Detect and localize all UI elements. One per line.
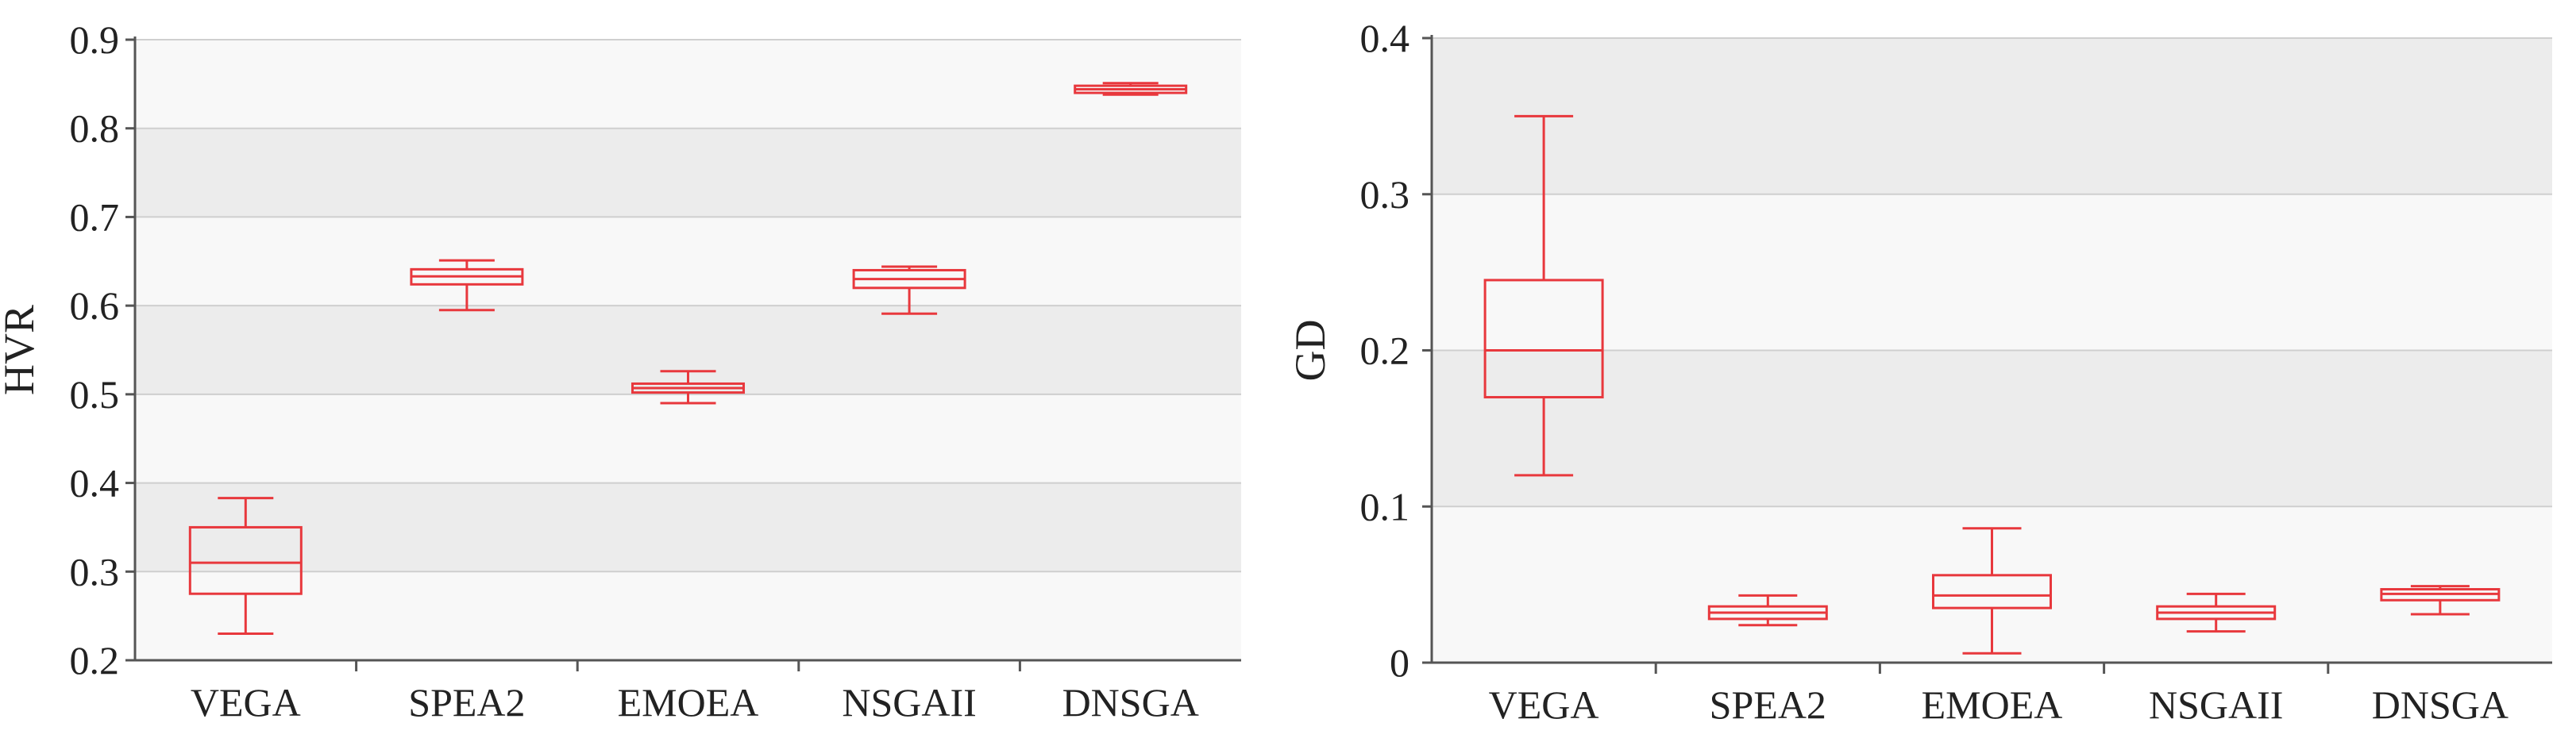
y-tick-label: 0.3 bbox=[70, 549, 120, 594]
box-nsgaii bbox=[852, 265, 966, 315]
x-tick-label: VEGA bbox=[1489, 682, 1599, 727]
background-band bbox=[1432, 350, 2552, 507]
background-band bbox=[135, 394, 1241, 483]
y-tick-label: 0.7 bbox=[70, 194, 120, 239]
y-axis-title: GD bbox=[1286, 320, 1334, 382]
box-vega bbox=[188, 497, 303, 635]
x-tick-label: DNSGA bbox=[2372, 682, 2509, 727]
y-axis-title: HVR bbox=[0, 305, 43, 395]
background-band bbox=[1432, 38, 2552, 194]
y-tick-label: 0.6 bbox=[70, 283, 120, 328]
x-tick-label: EMOEA bbox=[1922, 682, 2063, 727]
box-spea2 bbox=[410, 259, 524, 312]
box-vega bbox=[1483, 114, 1604, 477]
y-tick-label: 0.1 bbox=[1360, 484, 1410, 529]
box-dnsga bbox=[1074, 82, 1188, 96]
box-nsgaii bbox=[2156, 592, 2277, 633]
background-band bbox=[135, 128, 1241, 217]
box-dnsga bbox=[2380, 585, 2501, 616]
y-tick-label: 0.5 bbox=[70, 372, 120, 417]
background-band bbox=[135, 571, 1241, 660]
y-tick-label: 0.2 bbox=[1360, 329, 1410, 373]
y-tick-label: 0.2 bbox=[70, 638, 120, 682]
x-tick-label: VEGA bbox=[191, 680, 301, 725]
background-band bbox=[135, 482, 1241, 572]
iqr-box bbox=[1483, 279, 1604, 399]
y-tick-label: 0 bbox=[1390, 640, 1409, 685]
x-tick-label: EMOEA bbox=[618, 680, 759, 725]
y-tick-label: 0.3 bbox=[1360, 172, 1410, 217]
y-tick-label: 0.9 bbox=[70, 17, 120, 62]
chart-panel-1: 0.2 0.3 0.4 0.5 0.6 0.7 0.8 0.9 HVR VEGA SPEA2 EMOE… bbox=[0, 17, 1241, 725]
box-emoea bbox=[631, 370, 745, 405]
box-spea2 bbox=[1707, 594, 1828, 627]
x-tick-label: SPEA2 bbox=[1710, 682, 1826, 727]
y-tick-label: 0.4 bbox=[1360, 16, 1410, 60]
background-band bbox=[135, 40, 1241, 129]
background-band bbox=[1432, 194, 2552, 351]
box-emoea bbox=[1932, 527, 2052, 655]
y-tick-label: 0.4 bbox=[70, 461, 120, 506]
x-tick-label: SPEA2 bbox=[408, 680, 525, 725]
x-tick-label: NSGAII bbox=[2149, 682, 2283, 727]
y-tick-label: 0.8 bbox=[70, 106, 120, 151]
x-tick-label: DNSGA bbox=[1062, 680, 1199, 725]
iqr-box bbox=[1932, 574, 2052, 609]
iqr-box bbox=[188, 525, 303, 595]
background-band bbox=[135, 217, 1241, 306]
chart-panel-2: 0 0.1 0.2 0.3 0.4 GD VEGA SPEA2 EMOEA NSGAII DNSGA bbox=[1286, 16, 2552, 727]
x-tick-label: NSGAII bbox=[842, 680, 976, 725]
